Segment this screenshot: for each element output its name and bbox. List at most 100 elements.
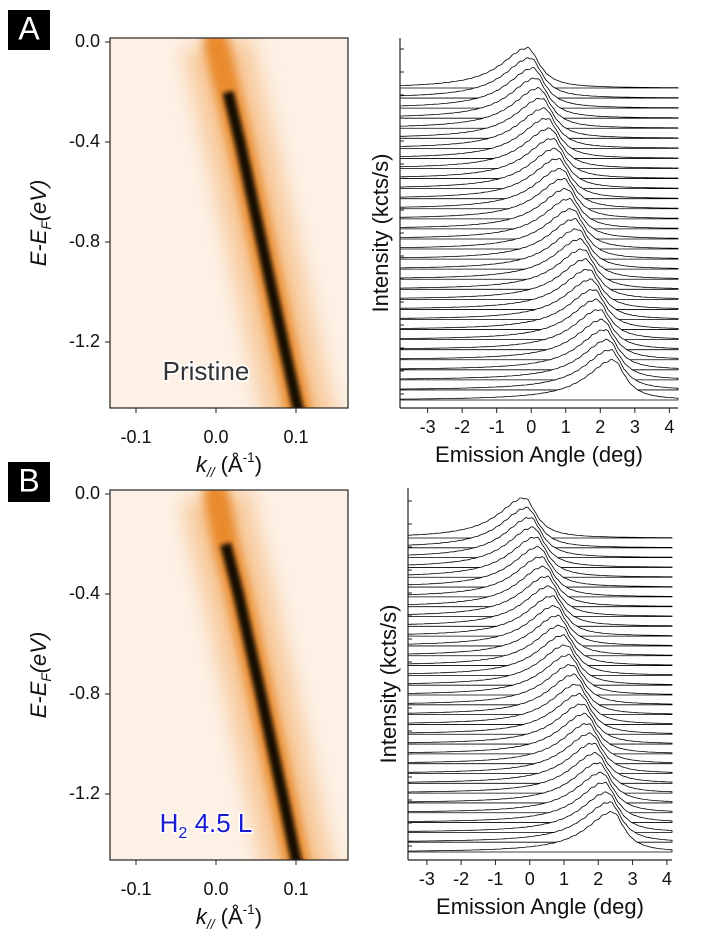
x-tick-label: 4 (662, 869, 672, 889)
mdc-curve (407, 644, 673, 686)
x-tick-label: -1 (489, 417, 505, 437)
mdc-curve (399, 177, 679, 220)
mdc-curve (407, 723, 673, 765)
x-tick-label: 4 (664, 417, 674, 437)
y-axis-label-part: F (39, 221, 54, 230)
mdc-curve (407, 703, 673, 745)
y-axis-label-part: F (39, 673, 54, 682)
x-tick-label: -1 (487, 869, 503, 889)
mdc-curve (407, 497, 673, 539)
x-axis-label-part: (Å (215, 904, 243, 929)
mdc-curve (407, 683, 673, 725)
y-axis-label-part: E-E (26, 229, 51, 266)
mdc-curve (399, 278, 679, 320)
y-tick-label: 0.0 (75, 483, 100, 503)
mdc-curve (399, 268, 679, 310)
x-tick-label: 3 (628, 869, 638, 889)
mdc-curve (399, 147, 679, 190)
x-tick-label: 3 (630, 417, 640, 437)
annotation-part: H (160, 808, 179, 838)
y-axis-label: Intensity (kcts/s) (376, 605, 401, 764)
band-core (222, 90, 304, 408)
x-tick-label: -2 (453, 869, 469, 889)
mdc-curve (407, 712, 673, 755)
x-axis-label-part: k (196, 904, 208, 929)
x-tick-label: 0.0 (203, 427, 228, 447)
mdc-curve (407, 614, 673, 657)
x-tick-label: 0 (525, 869, 535, 889)
mdc-curve (407, 624, 673, 666)
x-axis-label-part: ) (255, 452, 262, 477)
x-axis-label: k// (Å-1) (196, 450, 262, 480)
x-tick-label: 2 (595, 417, 605, 437)
x-axis-label-part: -1 (243, 450, 255, 465)
x-tick-label: -0.1 (120, 879, 151, 899)
band-layer (181, 38, 336, 408)
mdc-curve (407, 693, 673, 735)
x-axis-label-part: ) (255, 904, 262, 929)
band-layer (181, 490, 334, 860)
x-tick-label: 2 (593, 869, 603, 889)
mdc-curve (407, 810, 673, 853)
x-tick-label: -3 (420, 417, 436, 437)
x-axis-label-part: -1 (243, 902, 255, 917)
y-tick-label: -1.2 (69, 783, 100, 803)
curves (399, 46, 679, 401)
x-axis-label: Emission Angle (deg) (436, 894, 644, 919)
annotation-part: 4.5 L (187, 808, 252, 838)
mdc-curve (399, 218, 679, 260)
y-tick-label: -1.2 (69, 331, 100, 351)
annotation: Pristine (163, 356, 250, 386)
mdc-curve (399, 228, 679, 270)
x-axis-label-part: k (196, 452, 208, 477)
annotation-part: 2 (178, 824, 187, 842)
mdc-curve (399, 258, 679, 300)
x-axis-label: k// (Å-1) (196, 902, 262, 931)
x-tick-label: 0.0 (203, 879, 228, 899)
panel-label: B (18, 462, 39, 498)
mdc-curve (399, 248, 679, 290)
y-tick-label: -0.8 (69, 231, 100, 251)
x-tick-label: 1 (561, 417, 571, 437)
mdc-curve (399, 358, 679, 401)
y-tick-label: 0.0 (75, 31, 100, 51)
curves (407, 497, 673, 853)
mdc-curve (399, 187, 679, 230)
y-axis-label-part: E-E (26, 681, 51, 718)
mdc-curve (407, 673, 673, 716)
x-axis-label-part: // (206, 465, 216, 480)
mdc-curve (407, 653, 673, 696)
band-core (220, 542, 303, 860)
x-axis-label: Emission Angle (deg) (435, 442, 643, 467)
mdc-curve (399, 158, 679, 200)
mdc-curve (399, 168, 679, 210)
x-axis-label-part: // (206, 917, 216, 931)
x-tick-label: -2 (454, 417, 470, 437)
x-tick-label: -3 (419, 869, 435, 889)
y-tick-label: -0.4 (69, 131, 100, 151)
x-tick-label: 0.1 (283, 427, 308, 447)
panel-label-box (8, 10, 50, 50)
mdc-curve (399, 237, 679, 280)
y-axis-label-part: (eV) (26, 632, 51, 674)
y-axis-label: Intensity (kcts/s) (368, 154, 393, 313)
mdc-curve (399, 46, 679, 89)
y-tick-label: -0.4 (69, 583, 100, 603)
panel-label: A (18, 10, 40, 46)
x-tick-label: 1 (559, 869, 569, 889)
x-tick-label: 0.1 (283, 879, 308, 899)
mdc-curve (407, 506, 673, 549)
mdc-curve (407, 634, 673, 676)
y-axis-label-part: (eV) (26, 180, 51, 222)
panel-label-box (8, 462, 50, 502)
y-axis-label: E-EF(eV) (26, 632, 54, 719)
plot-frame (109, 37, 349, 409)
annotation-part: Pristine (163, 356, 250, 386)
x-axis-label-part: (Å (215, 452, 243, 477)
mdc-curve (399, 197, 679, 240)
y-tick-label: -0.8 (69, 683, 100, 703)
plot-frame (109, 489, 349, 861)
annotation: H2 4.5 L (160, 808, 253, 842)
x-tick-label: 0 (526, 417, 536, 437)
